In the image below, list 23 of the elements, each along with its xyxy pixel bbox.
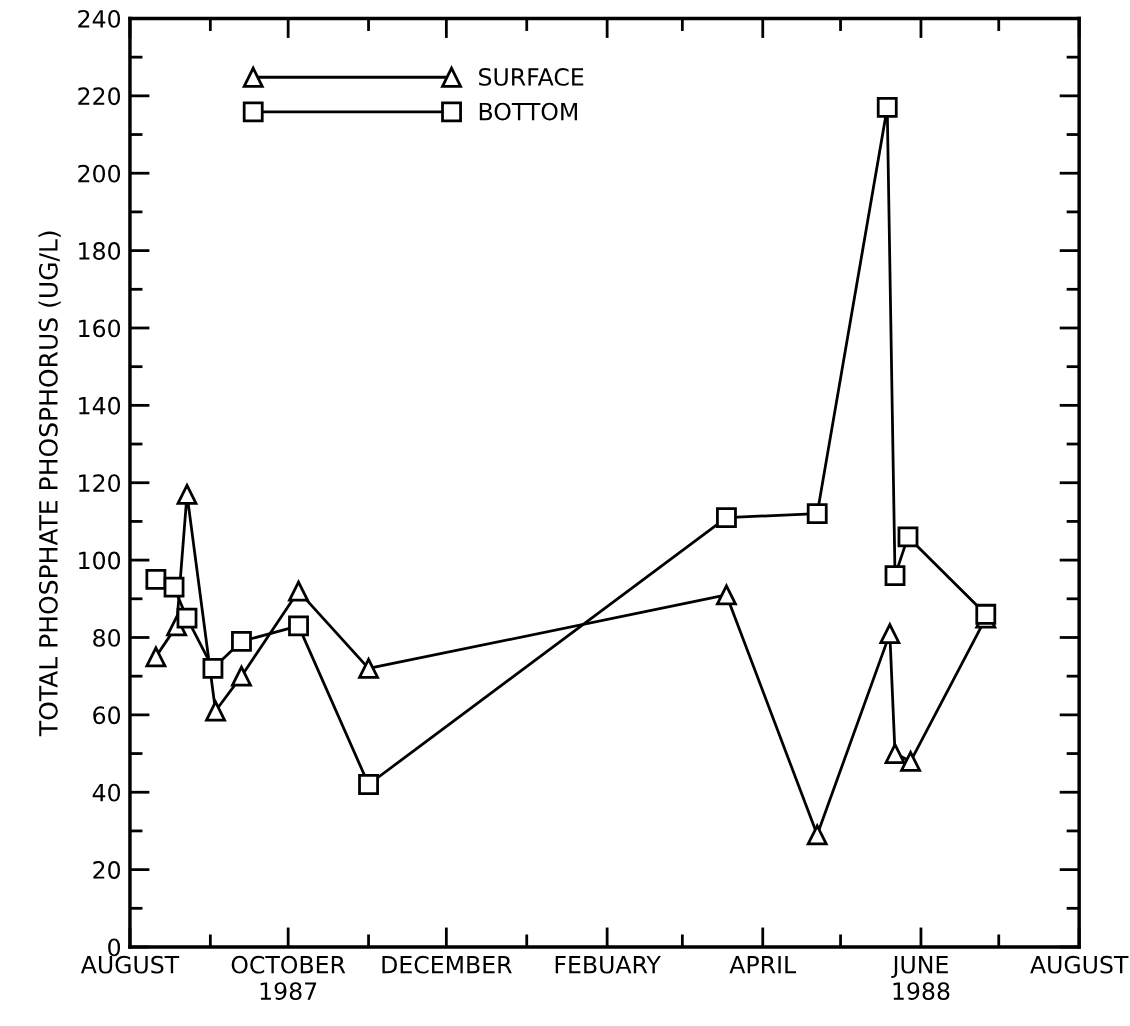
y-tick-label: 0 <box>108 938 121 957</box>
x-tick-label: AUGUST <box>1030 955 1129 974</box>
y-tick-label: 40 <box>92 783 121 802</box>
y-tick-label: 180 <box>79 242 121 260</box>
x-tick-label: FEBUARY <box>555 956 661 974</box>
x-tick-label: AUGUST <box>80 955 180 974</box>
legend-label: BOTTOM <box>479 102 577 121</box>
y-tick-label: 220 <box>78 87 121 106</box>
x-tick-label: APRIL <box>729 956 797 974</box>
y-tick-label: 120 <box>79 474 121 493</box>
x-tick-label: OCTOBER 1987 <box>231 955 346 1001</box>
y-tick-label: 240 <box>78 9 121 28</box>
x-tick-label: DECEMBER <box>382 955 512 974</box>
y-tick-label: 160 <box>79 319 121 338</box>
y-tick-label: 100 <box>79 551 121 570</box>
y-tick-label: 200 <box>78 164 121 183</box>
y-tick-label: 140 <box>79 396 121 415</box>
y-tick-label: 60 <box>93 706 121 725</box>
y-tick-label: 80 <box>93 628 121 647</box>
legend-label: SURFACE <box>479 67 584 86</box>
y-axis-title: TOTAL PHOSPHATE PHOSPHORUS (UG/L) <box>38 231 61 737</box>
x-tick-label: JUNE 1988 <box>891 956 950 1001</box>
y-tick-label: 20 <box>93 861 121 879</box>
